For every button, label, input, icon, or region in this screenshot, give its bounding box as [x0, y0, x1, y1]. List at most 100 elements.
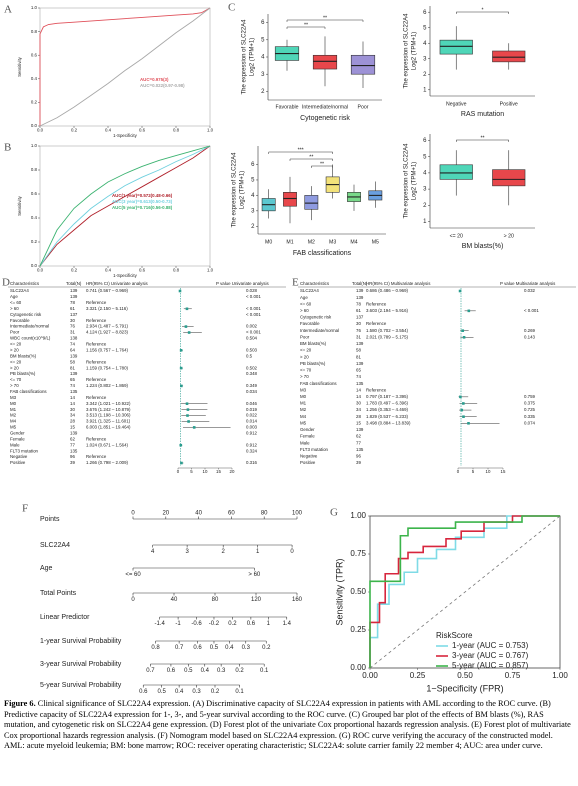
row-total: 39	[70, 460, 75, 465]
nomogram-tick-label: 160	[292, 597, 303, 603]
nomogram-tick-label: 1.4	[283, 621, 292, 627]
x-tick-label: Negative	[446, 101, 467, 107]
nomogram-tick-label: 0.1	[235, 689, 244, 695]
x-tick-label: 0.2	[71, 128, 78, 133]
y-tick-label: 0.2	[31, 239, 38, 244]
row-total: 96	[356, 454, 361, 459]
row-hr: Reference	[366, 321, 387, 326]
y-tick-label: 0.4	[31, 215, 38, 220]
legend-label: 5-year (AUC = 0.857)	[452, 661, 529, 670]
row-total: 139	[356, 361, 364, 366]
box	[312, 54, 338, 70]
legend-label: 3-year (AUC = 0.767)	[452, 651, 529, 660]
row-total: 96	[70, 454, 75, 459]
row-hr: 6.003 (1.851 – 19.464)	[86, 425, 131, 430]
x-tick-label: 15	[216, 469, 221, 474]
nomogram-tick-label: 0.6	[167, 668, 176, 674]
box	[492, 50, 526, 63]
row-p: < 0.001	[246, 294, 261, 299]
nomogram-tick-label: 2	[222, 549, 226, 555]
row-label: Negative	[300, 454, 318, 459]
row-hr: 1.266 (0.798 – 2.009)	[86, 460, 129, 465]
hazard-ratio	[461, 329, 465, 332]
row-label: M5	[10, 425, 17, 430]
forest-header: HR(95% CI) Univariate analysis	[86, 281, 149, 286]
box	[350, 54, 376, 75]
nomogram-row-label: Age	[40, 565, 53, 572]
row-label: Female	[300, 434, 315, 439]
row-hr: 0.797 (0.187 – 3.395)	[366, 394, 409, 399]
y-axis-label: Log2 (TPM+1)	[240, 171, 246, 210]
x-axis-label: RAS mutation	[461, 111, 504, 118]
row-hr: 3.342 (1.021 – 10.922)	[86, 401, 131, 406]
row-label: Poor	[10, 330, 20, 335]
row-label: Age	[300, 295, 308, 300]
y-tick-label: 3	[423, 56, 427, 62]
x-tick-label: 0.4	[105, 268, 112, 273]
row-label: M4	[300, 414, 307, 419]
row-hr: Reference	[86, 377, 107, 382]
row-label: <= 60	[10, 300, 22, 305]
row-label: > 70	[10, 383, 19, 388]
row-label: > 70	[300, 374, 309, 379]
significance-label: **	[320, 161, 324, 167]
nomogram-tick-label: 1	[256, 549, 260, 555]
box	[304, 195, 319, 210]
y-axis-label: Sensitivity (TPR)	[334, 558, 344, 625]
y-tick-label: 0.4	[31, 76, 38, 81]
row-total: 74	[70, 383, 75, 388]
y-tick-label: 0.00	[350, 663, 366, 672]
nomogram-tick-label: 0.2	[262, 645, 271, 651]
x-tick-label: Positive	[500, 101, 518, 107]
row-hr: Reference	[86, 318, 107, 323]
row-label: M1	[10, 407, 17, 412]
row-total: 31	[356, 334, 361, 339]
row-total: 30	[356, 321, 361, 326]
row-label: Male	[300, 440, 310, 445]
x-tick-label: 0.8	[173, 268, 180, 273]
row-total: 74	[356, 374, 361, 379]
y-tick-label: 5	[251, 178, 255, 184]
row-total: 61	[70, 306, 75, 311]
row-hr: 1.224 (0.802 – 1.869)	[86, 383, 129, 388]
legend-label: AUC(3 year)=0.613(0.50-0.73)	[112, 199, 173, 204]
forest-header: P value Multivariate analysis	[500, 281, 556, 286]
row-label: FAB classifications	[300, 381, 337, 386]
x-tick-label: M4	[350, 239, 357, 245]
hazard-ratio	[179, 366, 183, 370]
x-tick-label: 0.50	[457, 671, 473, 680]
y-tick-label: 0.0	[31, 263, 38, 268]
row-total: 62	[70, 436, 75, 441]
nomogram-tick-label: 80	[261, 511, 268, 517]
y-tick-label: 1.0	[31, 143, 38, 148]
nomogram-tick-label: 0	[290, 549, 294, 555]
row-label: Favorable	[10, 318, 30, 323]
y-tick-label: 6	[423, 10, 427, 16]
row-total: 137	[356, 315, 364, 320]
forest-header: HR(95% CI) Multivariate analysis	[366, 281, 431, 286]
significance-label: *	[481, 7, 483, 13]
significance-label: **	[309, 154, 313, 160]
x-tick-label: 1.0	[207, 268, 214, 273]
row-total: 31	[70, 330, 75, 335]
nomogram-tick-label: 0.6	[139, 689, 148, 695]
row-total: 135	[70, 389, 78, 394]
legend-label: AUC(5 year)=0.716(0.56-0.88)	[112, 205, 173, 210]
hazard-ratio	[178, 289, 182, 293]
significance-bracket	[289, 158, 333, 161]
y-tick-label: 2	[261, 89, 265, 95]
row-hr: 1.829 (0.537 – 6.233)	[366, 414, 409, 419]
row-p: 0.269	[524, 328, 536, 333]
forest-header: Characteristics	[300, 281, 330, 286]
panel-label: C	[228, 2, 235, 14]
row-label: Cytogenetic risk	[300, 315, 332, 320]
legend-label: AUC(1 year)=0.572(0.48-0.66)	[112, 193, 173, 198]
y-tick-label: 1	[423, 219, 427, 225]
row-p: 0.375	[524, 401, 536, 406]
y-tick-label: 1.00	[350, 511, 366, 520]
row-label: Female	[10, 436, 25, 441]
row-label: WBC count(x10^9/L)	[10, 336, 51, 341]
row-hr: 4.124 (1.927 – 8.823)	[86, 330, 129, 335]
x-tick-label: 1.00	[552, 671, 568, 680]
row-p: 0.349	[246, 383, 258, 388]
